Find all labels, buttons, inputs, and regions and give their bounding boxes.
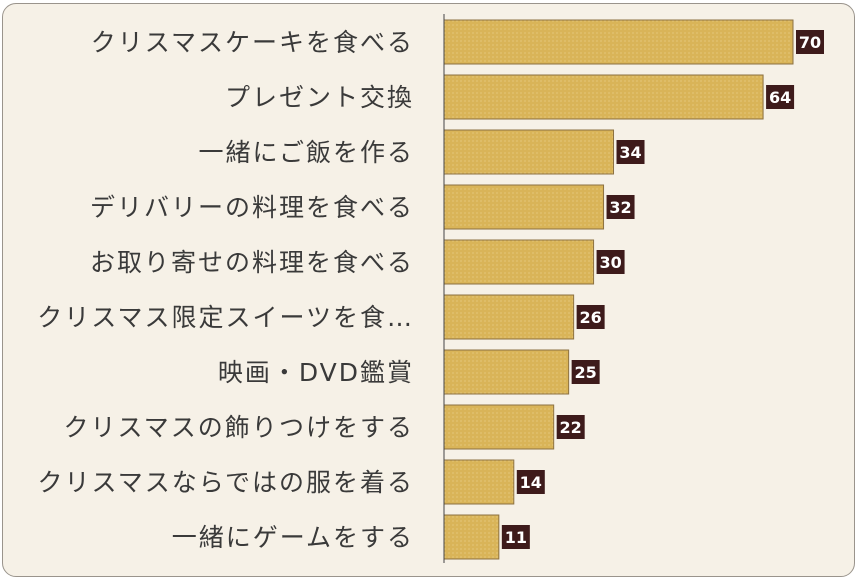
bar — [443, 19, 794, 65]
category-label: クリスマス限定スイーツを食… — [37, 303, 414, 332]
category-label: デリバリーの料理を食べる — [90, 193, 414, 222]
bar — [443, 239, 595, 285]
data-label: 26 — [579, 308, 601, 327]
data-label: 64 — [769, 88, 791, 107]
category-label: クリスマスの飾りつけをする — [63, 413, 414, 442]
data-label-bg — [766, 85, 795, 109]
data-label-bg — [556, 415, 585, 439]
data-label: 30 — [599, 253, 621, 272]
bar — [443, 404, 555, 450]
data-label-bg — [501, 525, 530, 549]
data-label: 34 — [619, 143, 641, 162]
category-label: 映画・DVD鑑賞 — [218, 358, 414, 387]
data-label: 70 — [799, 33, 821, 52]
bar — [443, 129, 615, 175]
data-label: 11 — [505, 528, 527, 547]
data-label: 32 — [609, 198, 631, 217]
data-label: 25 — [575, 363, 597, 382]
data-label: 22 — [560, 418, 582, 437]
category-label: クリスマスケーキを食べる — [91, 28, 414, 57]
data-label-bg — [571, 360, 600, 384]
data-label-bg — [516, 470, 545, 494]
data-label-bg — [576, 305, 605, 329]
bar — [443, 294, 575, 340]
data-label-bg — [606, 195, 635, 219]
category-label: プレゼント交換 — [225, 83, 414, 112]
data-label-bg — [616, 140, 645, 164]
bar — [443, 514, 500, 560]
category-label: お取り寄せの料理を食べる — [90, 248, 414, 277]
bar — [443, 459, 515, 505]
data-label: 14 — [520, 473, 542, 492]
category-label: 一緒にゲームをする — [172, 523, 414, 552]
data-label-bg — [596, 250, 625, 274]
bar — [443, 349, 570, 395]
category-label: クリスマスならではの服を着る — [37, 468, 414, 497]
data-label-bg — [796, 30, 824, 54]
category-label: 一緒にご飯を作る — [198, 138, 414, 167]
bar — [443, 74, 764, 120]
bar — [443, 184, 605, 230]
